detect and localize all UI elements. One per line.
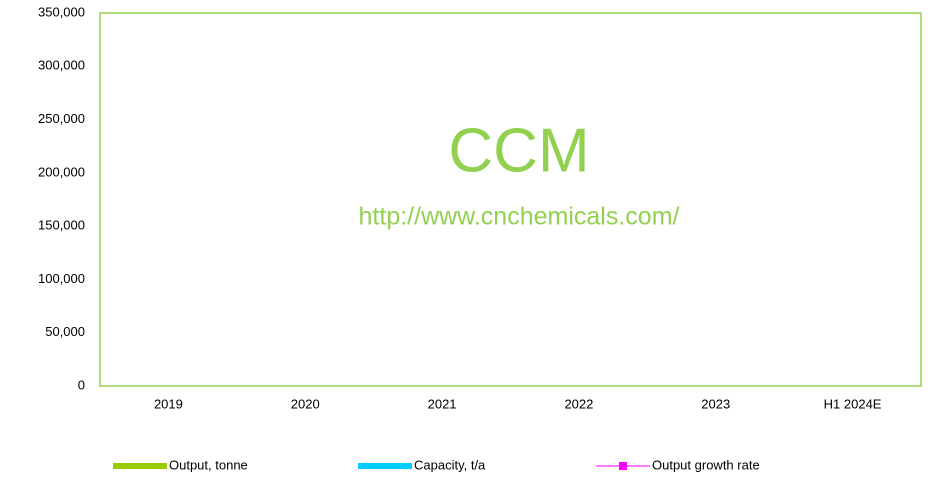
legend-marker (619, 462, 627, 470)
x-tick-label: 2023 (701, 396, 730, 411)
y-tick-label: 150,000 (38, 218, 85, 233)
x-tick-label: 2020 (291, 396, 320, 411)
legend-swatch (113, 463, 167, 469)
x-tick-label: 2022 (564, 396, 593, 411)
x-tick-label: 2021 (428, 396, 457, 411)
y-tick-label: 0 (78, 377, 85, 392)
watermark: CCM (448, 116, 589, 185)
legend-label: Output growth rate (652, 457, 760, 472)
x-tick-label: H1 2024E (824, 396, 882, 411)
legend-label: Output, tonne (169, 457, 248, 472)
y-tick-label: 350,000 (38, 4, 85, 19)
legend-label: Capacity, t/a (414, 457, 486, 472)
y-tick-label: 50,000 (45, 324, 85, 339)
plot-area (99, 12, 922, 387)
watermark-url: http://www.cnchemicals.com/ (359, 203, 680, 231)
y-tick-label: 250,000 (38, 111, 85, 126)
x-tick-label: 2019 (154, 396, 183, 411)
y-tick-label: 200,000 (38, 164, 85, 179)
y-tick-label: 300,000 (38, 58, 85, 73)
y-tick-label: 100,000 (38, 271, 85, 286)
legend-swatch (358, 463, 412, 469)
